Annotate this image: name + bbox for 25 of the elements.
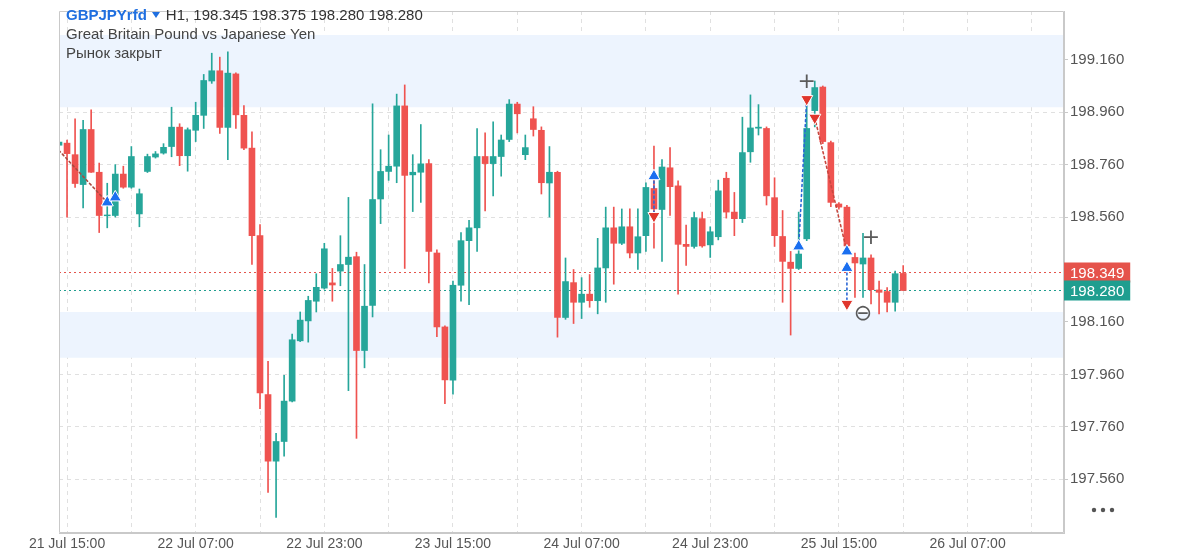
x-tick-label: 25 Jul 15:00	[800, 535, 878, 552]
annotation: Great Britain Pound vs Japanese Yen	[66, 24, 317, 43]
y-tick-label: 199.160	[1070, 49, 1125, 67]
y-tick-label: 198.560	[1070, 207, 1125, 225]
annotation: +	[797, 67, 816, 93]
x-tick-label: 24 Jul 23:00	[672, 535, 749, 552]
annotation: ⊖	[853, 300, 873, 326]
y-tick-label: 197.560	[1070, 469, 1125, 487]
x-tick-label: 22 Jul 07:00	[157, 535, 235, 552]
annotation: +	[861, 223, 881, 249]
ref-line-label: 198.280	[1070, 281, 1125, 299]
x-tick-label: 21 Jul 15:00	[28, 535, 106, 552]
x-tick-label: 24 Jul 07:00	[543, 535, 620, 552]
y-tick-label: 197.760	[1070, 416, 1125, 434]
annotation: Рынок закрыт	[66, 43, 163, 62]
y-tick-label: 198.760	[1070, 154, 1125, 172]
chart-title: GBPJPYrfd	[66, 5, 147, 24]
x-tick-label: 26 Jul 07:00	[929, 535, 1006, 552]
y-tick-label: 198.160	[1070, 312, 1125, 330]
x-tick-label: 23 Jul 15:00	[414, 535, 492, 552]
chart-subtitle: H1, 198.345 198.375 198.280 198.280	[165, 5, 423, 24]
y-tick-label: 198.960	[1070, 102, 1125, 120]
x-tick-label: 22 Jul 23:00	[286, 535, 363, 552]
y-tick-label: 197.960	[1070, 364, 1125, 382]
ref-line-label: 198.349	[1070, 263, 1125, 281]
